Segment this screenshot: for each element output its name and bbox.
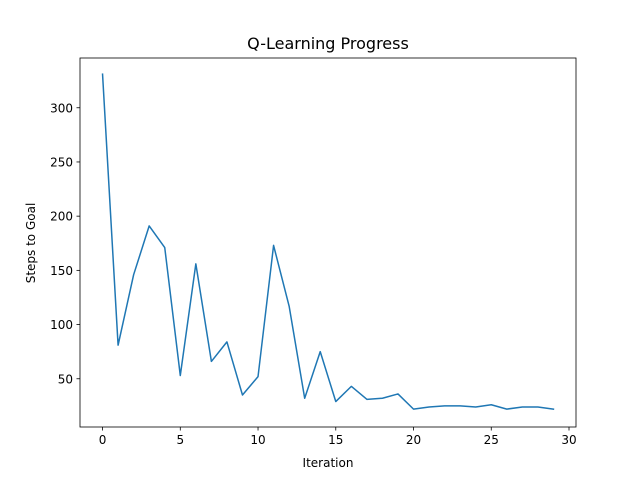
x-tick-label: 5 xyxy=(176,433,184,447)
y-tick-label: 300 xyxy=(50,101,73,115)
x-tick-label: 0 xyxy=(99,433,107,447)
plot-frame xyxy=(79,57,577,428)
x-tick-label: 20 xyxy=(406,433,421,447)
x-tick-label: 30 xyxy=(561,433,576,447)
y-tick-label: 200 xyxy=(50,210,73,224)
x-tick-label: 15 xyxy=(328,433,343,447)
x-axis: 0 5 10 15 20 25 30 xyxy=(99,427,577,447)
x-tick-label: 25 xyxy=(484,433,499,447)
y-tick-label: 250 xyxy=(50,155,73,169)
y-tick-label: 50 xyxy=(58,372,73,386)
chart-title: Q-Learning Progress xyxy=(247,34,409,53)
x-axis-label: Iteration xyxy=(303,456,354,470)
y-axis-label: Steps to Goal xyxy=(24,203,38,284)
y-tick-label: 150 xyxy=(50,264,73,278)
y-axis: 50 100 150 200 250 300 xyxy=(50,101,80,386)
plot-area xyxy=(79,57,577,428)
series-line-0 xyxy=(101,73,555,410)
x-tick-label: 10 xyxy=(250,433,265,447)
y-tick-label: 100 xyxy=(50,318,73,332)
